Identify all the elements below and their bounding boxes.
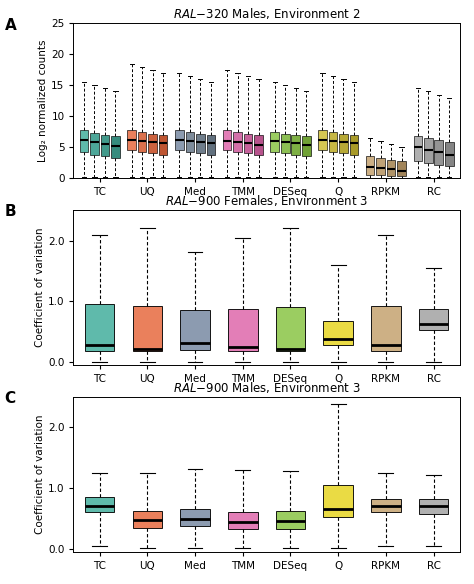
PathPatch shape [175,130,183,150]
PathPatch shape [387,159,395,176]
PathPatch shape [233,132,242,152]
PathPatch shape [445,142,454,166]
PathPatch shape [292,135,300,155]
PathPatch shape [419,308,448,331]
PathPatch shape [397,161,406,176]
PathPatch shape [413,136,422,161]
PathPatch shape [350,135,358,155]
PathPatch shape [223,130,231,150]
PathPatch shape [254,135,263,155]
PathPatch shape [85,304,115,351]
PathPatch shape [424,138,433,163]
PathPatch shape [244,134,252,154]
PathPatch shape [100,135,109,157]
PathPatch shape [228,512,257,530]
PathPatch shape [318,130,327,150]
PathPatch shape [371,499,401,512]
PathPatch shape [276,510,305,529]
PathPatch shape [159,135,167,155]
PathPatch shape [196,134,205,154]
Y-axis label: Coefficient of variation: Coefficient of variation [35,415,45,534]
PathPatch shape [419,499,448,514]
PathPatch shape [133,306,162,351]
Y-axis label: Log₂ normalized counts: Log₂ normalized counts [38,40,48,162]
PathPatch shape [376,158,385,175]
Y-axis label: Coefficient of variation: Coefficient of variation [35,228,45,347]
PathPatch shape [180,509,210,526]
PathPatch shape [111,136,120,158]
Title: $\it{RAL\mathrm{-}320}$ Males, Environment 2: $\it{RAL\mathrm{-}320}$ Males, Environme… [173,6,360,21]
PathPatch shape [323,321,353,345]
PathPatch shape [128,130,136,150]
PathPatch shape [138,132,146,152]
PathPatch shape [366,157,374,175]
PathPatch shape [302,136,310,156]
Text: C: C [5,391,16,406]
PathPatch shape [281,134,290,154]
PathPatch shape [328,132,337,152]
PathPatch shape [228,308,257,351]
PathPatch shape [207,135,215,155]
PathPatch shape [148,134,157,154]
PathPatch shape [185,132,194,152]
Text: B: B [5,204,17,220]
PathPatch shape [435,140,443,165]
PathPatch shape [276,307,305,351]
PathPatch shape [90,133,99,155]
PathPatch shape [80,130,88,152]
Title: $\it{RAL\mathrm{-}900}$ Females, Environment 3: $\it{RAL\mathrm{-}900}$ Females, Environ… [165,193,368,208]
PathPatch shape [323,485,353,517]
PathPatch shape [85,497,115,512]
PathPatch shape [271,132,279,152]
Text: A: A [5,18,17,33]
PathPatch shape [371,306,401,351]
Title: $\it{RAL\mathrm{-}900}$ Males, Environment 3: $\it{RAL\mathrm{-}900}$ Males, Environme… [173,380,360,395]
PathPatch shape [339,134,348,154]
PathPatch shape [180,310,210,350]
PathPatch shape [133,511,162,527]
